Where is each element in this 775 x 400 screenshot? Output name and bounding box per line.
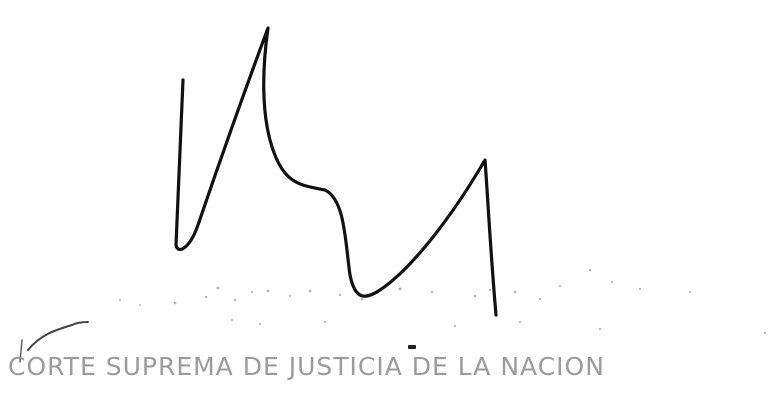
signature-flourish — [27, 321, 89, 351]
signature-stroke — [174, 26, 498, 317]
court-stamp-text: CORTE SUPREMA DE JUSTICIA DE LA NACION — [8, 352, 605, 381]
ink-dot — [408, 345, 416, 349]
signature-flourish-tick — [19, 339, 23, 363]
stamp-speckles — [119, 268, 767, 335]
